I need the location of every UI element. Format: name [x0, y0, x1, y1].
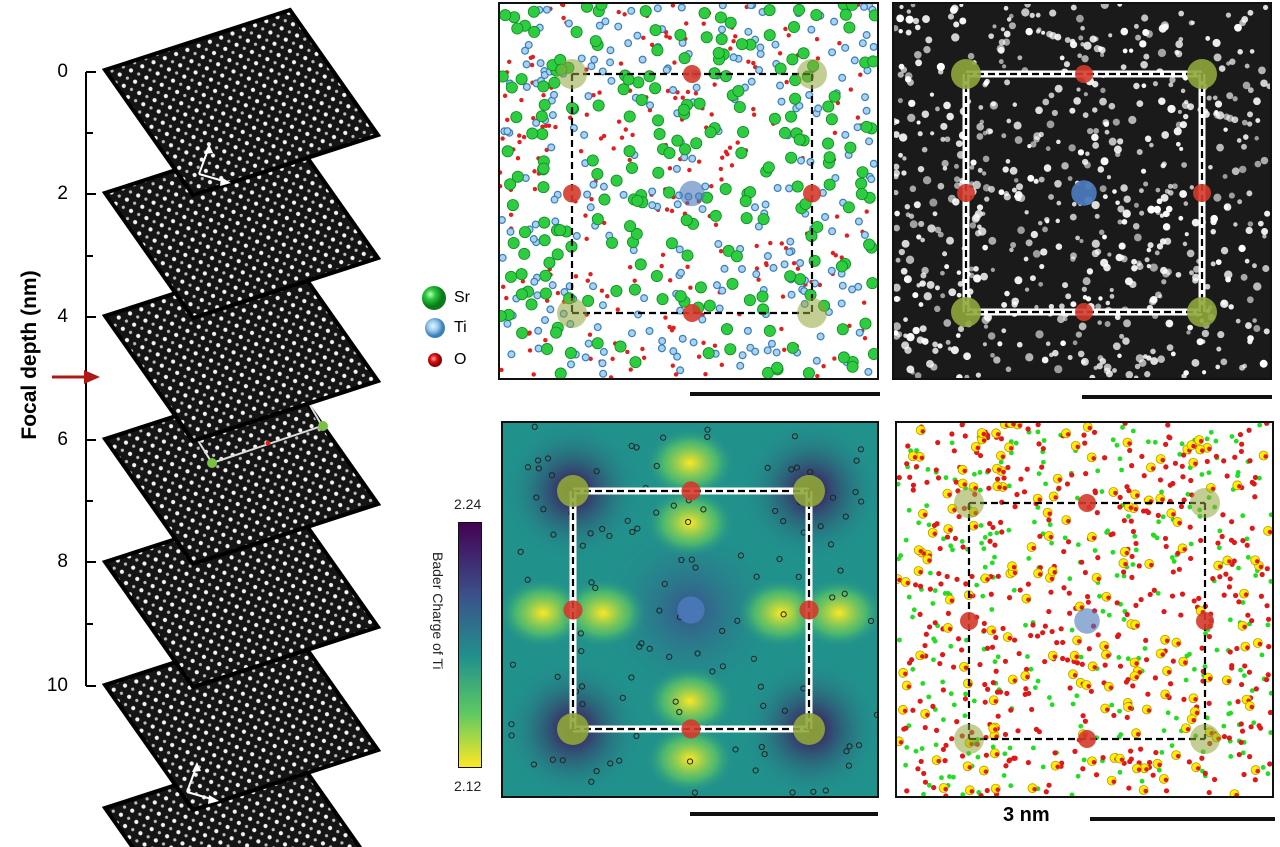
colorbar-title: Bader Charge of Ti: [430, 552, 446, 670]
sr-atom-icon: [422, 286, 446, 310]
axis-arrows-icon: [186, 762, 219, 804]
selected-depth-arrow-icon: [52, 370, 100, 384]
colorbar-min-label: 2.12: [454, 778, 482, 794]
scale-bar: [690, 812, 878, 816]
panel-bader-charge-map: [501, 421, 879, 798]
legend-item-ti: Ti: [423, 316, 467, 340]
o-atom-icon: [428, 353, 442, 367]
focal-stack: [52, 7, 382, 847]
tick-label: 10: [46, 675, 68, 696]
scale-bar: [1090, 817, 1275, 821]
colorbar: [458, 522, 482, 768]
focal-slice: [101, 253, 382, 444]
unit-cell-overlay: [954, 488, 1220, 754]
scale-bar: [690, 392, 880, 396]
tick-label: 8: [57, 551, 68, 572]
unit-cell-overlay: [951, 59, 1217, 327]
panel-atomic-model: [498, 2, 879, 380]
axis-arrows-icon: [198, 144, 231, 186]
legend-label: Ti: [454, 319, 467, 336]
tick-label: 6: [57, 429, 68, 450]
unit-cell-overlay: [557, 59, 827, 328]
legend-item-sr: Sr: [420, 284, 470, 312]
legend-label: Sr: [454, 289, 470, 306]
panel-charge-density: [895, 421, 1274, 798]
scale-bar-label: 3 nm: [1003, 804, 1050, 826]
ti-atom-icon: [425, 318, 445, 338]
focal-slice: [101, 499, 382, 690]
axis-title-focal-depth: Focal depth (nm): [18, 270, 41, 440]
tick-label: 2: [57, 183, 68, 204]
legend-item-o: O: [426, 351, 466, 369]
focal-slice: [101, 7, 382, 198]
scale-bar: [1082, 395, 1272, 399]
focal-slice: [101, 130, 382, 321]
colorbar-max-label: 2.24: [454, 496, 482, 512]
unit-cell-overlay: [557, 475, 825, 745]
tick-label: 0: [57, 61, 68, 82]
panel-stem-image: [892, 2, 1272, 380]
focal-slice: [101, 622, 382, 813]
legend-label: O: [454, 351, 467, 368]
tick-label: 4: [57, 306, 68, 327]
